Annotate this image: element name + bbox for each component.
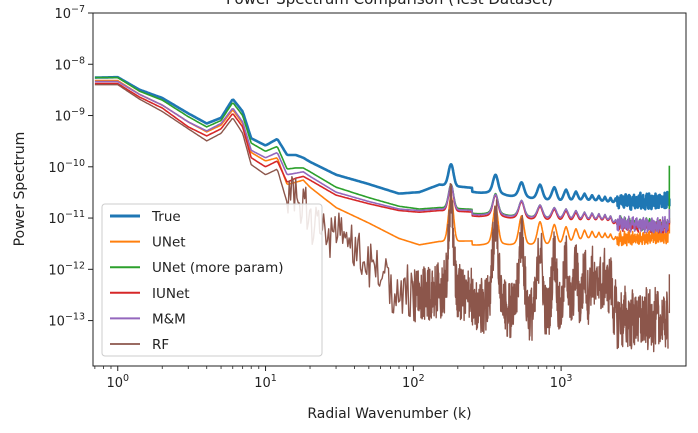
legend-label: True	[151, 209, 181, 225]
x-axis-label: Radial Wavenumber (k)	[307, 406, 471, 422]
legend-label: M&M	[152, 311, 186, 327]
series-line-true	[94, 75, 670, 211]
legend-label: UNet (more param)	[152, 260, 283, 276]
legend-label: IUNet	[152, 286, 190, 302]
y-axis-label: Power Spectrum	[12, 132, 28, 247]
legend-label: UNet	[152, 235, 186, 251]
series-line-iunet	[94, 82, 669, 234]
plot-frame	[92, 12, 687, 367]
legend-frame	[101, 203, 323, 357]
series-line-unet	[94, 79, 669, 247]
series-line-m-m	[94, 80, 669, 234]
chart-title: Power Spectrum Comparison (Test Dataset)	[226, 0, 553, 8]
legend-label: RF	[152, 337, 169, 353]
series-layer	[94, 75, 671, 353]
series-line-rf	[94, 84, 669, 353]
legend: True UNet UNet (more param) IUNet M&M RF	[101, 203, 323, 357]
